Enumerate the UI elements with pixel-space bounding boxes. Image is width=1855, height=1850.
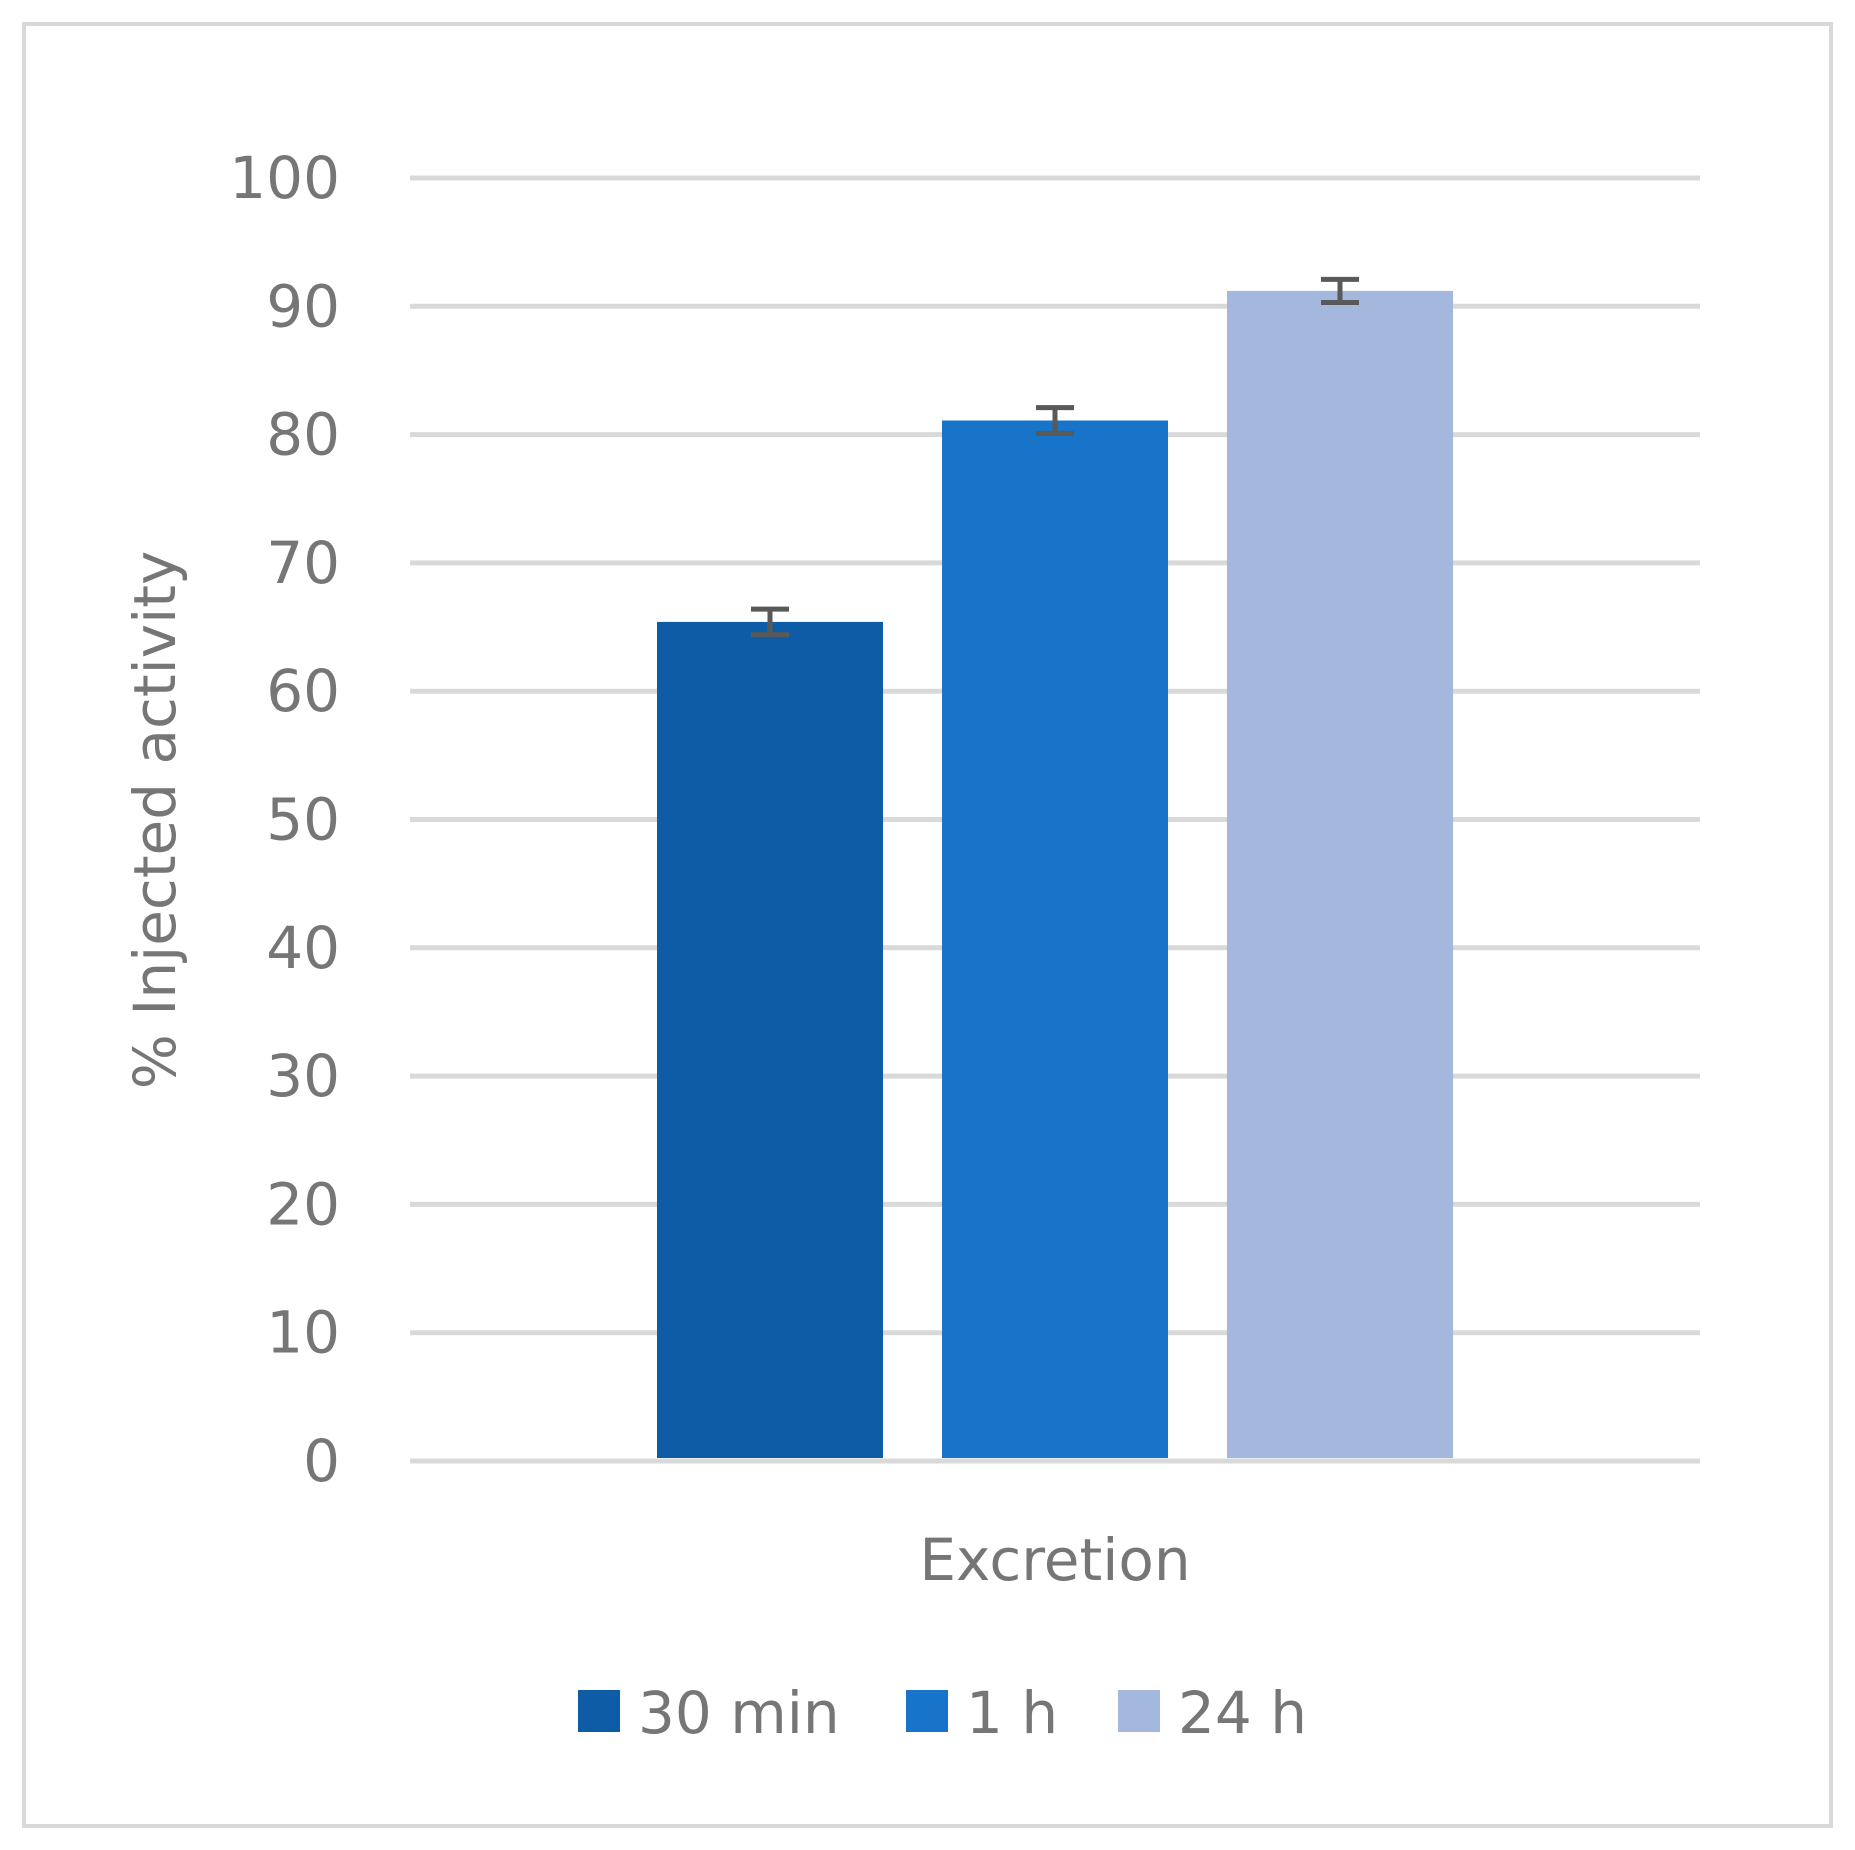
chart-frame	[22, 22, 1833, 1828]
y-tick-label: 20	[266, 1170, 340, 1238]
legend-swatch-1-h	[906, 1690, 948, 1732]
x-category-label: Excretion	[919, 1526, 1190, 1594]
y-tick-label: 30	[266, 1042, 340, 1110]
y-tick-label: 100	[229, 144, 340, 212]
y-tick-label: 0	[303, 1427, 340, 1495]
bar-30-min	[657, 621, 883, 1458]
y-tick-label: 40	[266, 914, 340, 982]
y-tick-label: 70	[266, 529, 340, 597]
y-tick-label: 80	[266, 401, 340, 469]
y-tick-label: 50	[266, 786, 340, 854]
error-bar-30-min	[751, 606, 789, 638]
legend-swatch-30-min	[578, 1690, 620, 1732]
y-tick-label: 10	[266, 1299, 340, 1367]
y-tick-label: 60	[266, 657, 340, 725]
y-tick-labels: 0 10 20 30 40 50 60 70 80 90 100	[229, 144, 340, 1495]
y-axis-title: % Injected activity	[121, 551, 189, 1090]
legend-swatch-24-h	[1118, 1690, 1160, 1732]
legend-label: 30 min	[638, 1679, 840, 1747]
y-tick-label: 90	[266, 272, 340, 340]
error-bar-24-h	[1321, 276, 1359, 305]
error-bars	[751, 276, 1359, 638]
bar-1-h	[942, 420, 1168, 1458]
legend: 30 min 1 h 24 h	[578, 1679, 1307, 1747]
bars	[657, 290, 1453, 1458]
bar-24-h	[1227, 290, 1453, 1458]
legend-label: 24 h	[1178, 1679, 1307, 1747]
legend-label: 1 h	[966, 1679, 1058, 1747]
error-bar-1-h	[1036, 405, 1074, 436]
